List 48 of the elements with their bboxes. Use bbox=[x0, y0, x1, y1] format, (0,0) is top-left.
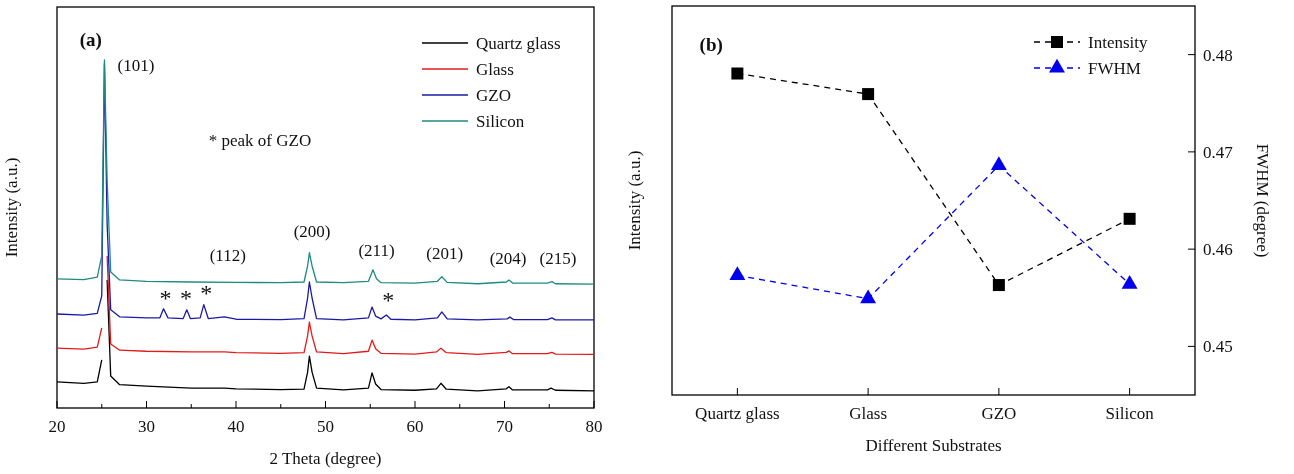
point bbox=[729, 266, 746, 280]
legend-label: Silicon bbox=[476, 112, 525, 131]
y-axis-title: Intensity (a.u.) bbox=[2, 157, 21, 258]
y2-tick-label: 0.48 bbox=[1203, 45, 1233, 65]
x-tick-label: Glass bbox=[849, 404, 888, 423]
point bbox=[1121, 274, 1138, 289]
y2-axis-title: FWHM (degree) bbox=[1253, 143, 1272, 258]
y2-tick-label: 0.47 bbox=[1203, 142, 1234, 162]
annotation: (112) bbox=[209, 245, 246, 265]
legend-label: FWHM bbox=[1088, 59, 1141, 78]
x-tick-label: Silicon bbox=[1105, 404, 1155, 423]
point bbox=[860, 289, 877, 304]
point bbox=[731, 67, 744, 80]
text: (b) bbox=[699, 33, 723, 56]
annotation: (211) bbox=[358, 240, 395, 260]
annotation: (101) bbox=[117, 56, 155, 76]
annotation: * bbox=[200, 279, 213, 306]
x-tick-label: 60 bbox=[406, 417, 424, 436]
x-axis-title: 2 Theta (degree) bbox=[269, 449, 382, 468]
y2-tick-label: 0.45 bbox=[1203, 337, 1233, 357]
point bbox=[992, 279, 1005, 292]
point bbox=[1123, 212, 1136, 225]
x-tick-label: 30 bbox=[138, 417, 155, 436]
annotation: (204) bbox=[489, 249, 527, 269]
legend-label: Intensity bbox=[1088, 33, 1148, 52]
legend-label: Glass bbox=[476, 60, 514, 79]
annotation: * peak of GZO bbox=[208, 130, 312, 150]
x-tick-label: 40 bbox=[227, 417, 245, 436]
text: (a) bbox=[79, 29, 102, 52]
annotation: * bbox=[179, 284, 192, 311]
y2-tick-label: 0.46 bbox=[1203, 240, 1233, 260]
x-tick-label: 70 bbox=[496, 417, 513, 436]
y-axis-title: Intensity (a.u.) bbox=[625, 150, 644, 251]
annotation: * bbox=[382, 287, 395, 314]
point bbox=[990, 156, 1007, 171]
annotation: (215) bbox=[539, 249, 577, 269]
annotation: (200) bbox=[293, 222, 331, 242]
point bbox=[862, 88, 875, 101]
x-tick-label: 80 bbox=[585, 417, 603, 436]
annotation: (201) bbox=[426, 244, 464, 264]
x-axis-title: Different Substrates bbox=[865, 436, 1002, 455]
annotation: * bbox=[159, 284, 172, 311]
x-tick-label: 50 bbox=[317, 417, 334, 436]
x-tick-label: Quartz glass bbox=[695, 404, 780, 423]
x-tick-label: GZO bbox=[981, 404, 1017, 423]
x-tick-label: 20 bbox=[48, 417, 66, 436]
legend-label: GZO bbox=[476, 86, 511, 105]
legend-label: Quartz glass bbox=[476, 34, 561, 53]
